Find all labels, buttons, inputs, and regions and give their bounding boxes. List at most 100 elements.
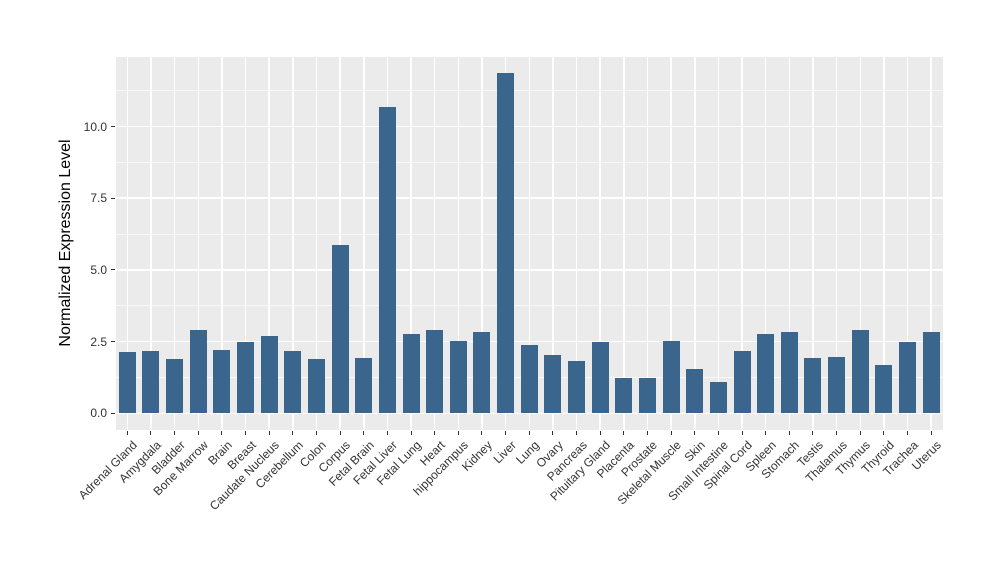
gridline-x (906, 56, 909, 431)
plot-panel (115, 56, 943, 431)
x-tick-mark (292, 430, 294, 435)
bar (804, 358, 822, 414)
bar (615, 378, 633, 414)
gridline-x (741, 56, 743, 431)
y-tick-label: 7.5 (90, 191, 107, 206)
gridline-x (292, 56, 294, 431)
bar (449, 341, 467, 414)
gridline-x (244, 56, 247, 431)
x-tick-mark (812, 430, 814, 435)
x-tick-mark (859, 430, 861, 435)
bar (402, 334, 420, 414)
x-tick-mark (126, 430, 128, 435)
bar (237, 341, 255, 414)
x-tick-mark (339, 430, 341, 435)
gridline-x (694, 56, 696, 431)
gridline-x (150, 56, 152, 431)
gridline-x (528, 56, 530, 431)
bar (757, 334, 775, 414)
gridline-x (481, 56, 483, 431)
x-tick-mark (883, 430, 885, 435)
x-tick-mark (481, 430, 483, 435)
gridline-x (339, 56, 341, 431)
bar (355, 358, 373, 414)
bar (544, 355, 562, 414)
bar (497, 73, 515, 414)
gridline-x (433, 56, 436, 431)
bar (568, 360, 586, 414)
x-tick-mark (245, 430, 247, 435)
x-tick-mark (221, 430, 223, 435)
x-tick-mark (836, 430, 838, 435)
x-tick-mark (623, 430, 625, 435)
bar (118, 351, 136, 414)
gridline-x (457, 56, 460, 431)
y-axis-title: Normalized Expression Level (57, 139, 74, 347)
bar (662, 341, 680, 414)
gridline-x (646, 56, 649, 431)
bar (520, 345, 538, 414)
bar (851, 329, 869, 414)
x-tick-mark (670, 430, 672, 435)
x-tick-mark (268, 430, 270, 435)
gridline-x (268, 56, 270, 431)
x-tick-mark (150, 430, 152, 435)
x-tick-mark (174, 430, 176, 435)
gridline-x (859, 56, 861, 431)
x-tick-mark (765, 430, 767, 435)
gridline-x (883, 56, 885, 431)
x-tick-mark (505, 430, 507, 435)
bar (780, 331, 798, 414)
x-tick-mark (599, 430, 601, 435)
x-tick-mark (788, 430, 790, 435)
bar (638, 378, 656, 414)
gridline-x (717, 56, 720, 431)
gridline-x (221, 56, 223, 431)
bar (331, 245, 349, 414)
x-tick-mark (694, 430, 696, 435)
bar (922, 331, 940, 414)
gridline-x (599, 56, 601, 431)
x-tick-mark (717, 430, 719, 435)
gridline-x (197, 56, 199, 431)
bar (284, 351, 302, 414)
x-tick-mark (457, 430, 459, 435)
bar (591, 341, 609, 414)
bar (709, 381, 727, 414)
bar (686, 369, 704, 414)
bar (213, 349, 231, 414)
gridline-x (788, 56, 791, 431)
x-tick-mark (363, 430, 365, 435)
bar (307, 358, 325, 414)
y-tick-label: 5.0 (90, 262, 107, 277)
bar (899, 341, 917, 414)
gridline-x (363, 56, 365, 431)
bar (828, 357, 846, 414)
x-tick-mark (434, 430, 436, 435)
x-tick-label: Liver (490, 438, 519, 467)
x-tick-mark (646, 430, 648, 435)
y-tick-mark (110, 126, 115, 128)
y-tick-mark (110, 341, 115, 343)
gridline-x (835, 56, 838, 431)
y-tick-mark (110, 269, 115, 271)
x-tick-mark (315, 430, 317, 435)
x-tick-mark (907, 430, 909, 435)
bar (166, 359, 184, 414)
gridline-x (410, 56, 412, 431)
gridline-x (315, 56, 318, 431)
gridline-x (930, 56, 932, 431)
gridline-x (126, 56, 129, 431)
bar (426, 329, 444, 414)
y-tick-label: 10.0 (83, 119, 107, 134)
bar (733, 350, 751, 414)
bar (473, 331, 491, 414)
x-tick-mark (386, 430, 388, 435)
y-tick-label: 2.5 (90, 334, 107, 349)
x-tick-mark (410, 430, 412, 435)
bar (875, 365, 893, 414)
x-tick-mark (576, 430, 578, 435)
gridline-x (552, 56, 554, 431)
bar (189, 329, 207, 414)
